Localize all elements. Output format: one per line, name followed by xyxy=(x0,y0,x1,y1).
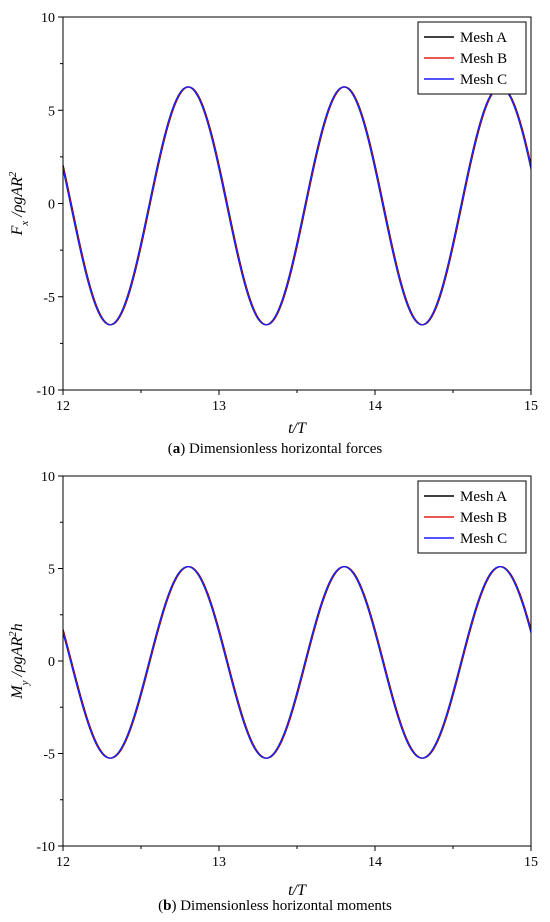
x-tick-label: 15 xyxy=(524,855,538,870)
legend-label: Mesh B xyxy=(460,51,507,67)
y-tick-label: 5 xyxy=(48,563,55,578)
x-axis-title: t/T xyxy=(288,420,307,437)
chart-panel-a: 12 13 14 15 -10 -5 0 5 10 t/T Fx /ρgAR2 Mesh A Mesh … xyxy=(7,11,538,437)
legend-label: Mesh C xyxy=(460,72,507,88)
caption-b: (b) Dimensionless horizontal moments xyxy=(158,898,392,914)
y-tick-label: -10 xyxy=(36,384,55,399)
y-axis-title: My /ρgAR2h xyxy=(7,623,31,699)
y-tick-label: -5 xyxy=(43,748,55,763)
x-tick-label: 15 xyxy=(524,399,538,414)
y-tick-label: -5 xyxy=(43,291,55,306)
x-tick-label: 14 xyxy=(368,855,382,870)
legend-label: Mesh B xyxy=(460,510,507,526)
legend-label: Mesh C xyxy=(460,531,507,547)
caption-b-letter: b xyxy=(163,898,172,914)
series-line-mesh-c xyxy=(63,86,531,326)
plot-area xyxy=(63,86,531,326)
x-tick-label: 12 xyxy=(56,855,70,870)
legend-label: Mesh A xyxy=(460,489,507,505)
x-axis-title: t/T xyxy=(288,882,307,899)
y-tick-label: 10 xyxy=(41,470,55,485)
y-tick-label: 10 xyxy=(41,11,55,26)
caption-a: (a) Dimensionless horizontal forces xyxy=(167,441,383,457)
legend-label: Mesh A xyxy=(460,30,507,46)
y-tick-label: -10 xyxy=(36,840,55,855)
x-tick-label: 13 xyxy=(212,399,226,414)
caption-a-letter: a xyxy=(172,441,181,457)
y-tick-label: 0 xyxy=(48,655,55,670)
x-tick-label: 12 xyxy=(56,399,70,414)
series-line-mesh-c xyxy=(63,565,531,759)
caption-b-text: Dimensionless horizontal moments xyxy=(180,898,392,914)
x-tick-label: 14 xyxy=(368,399,382,414)
y-tick-label: 0 xyxy=(48,198,55,213)
caption-a-text: Dimensionless horizontal forces xyxy=(188,441,383,457)
chart-panel-b: 12 13 14 15 -10 -5 0 5 10 t/T My /ρgAR2h Mesh A Mesh… xyxy=(7,470,538,899)
y-axis-title: Fx /ρgAR2 xyxy=(7,171,31,236)
plot-area xyxy=(63,565,531,759)
y-tick-label: 5 xyxy=(48,104,55,119)
x-tick-label: 13 xyxy=(212,855,226,870)
